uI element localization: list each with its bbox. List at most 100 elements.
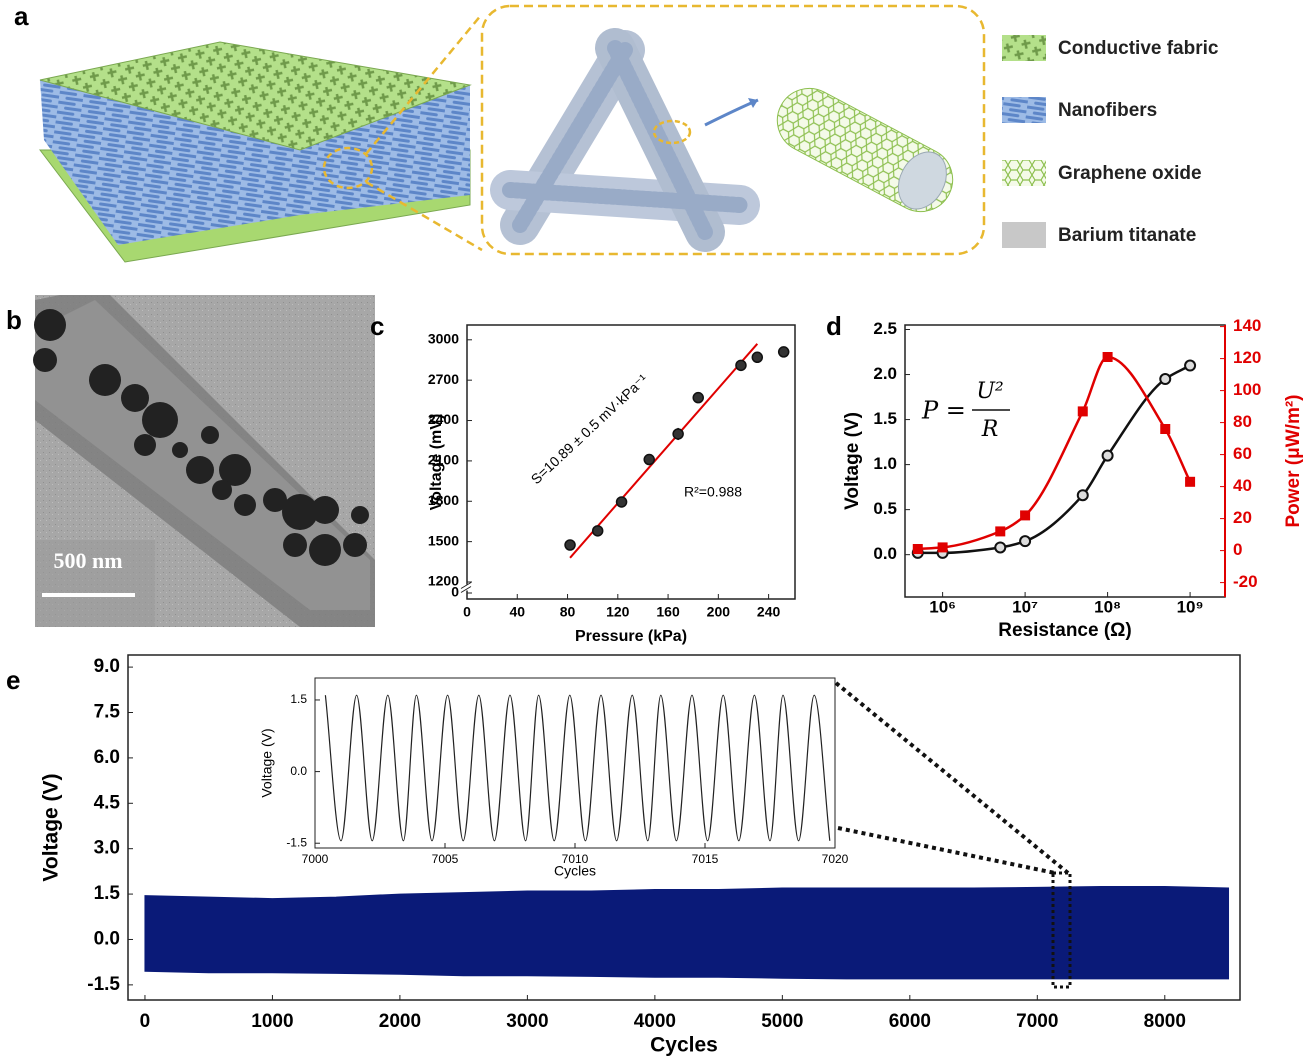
y-tick-label: 3000 [428,331,459,347]
marker [1020,510,1030,520]
data-point [644,455,654,465]
y-tick-label: 6.0 [94,747,120,768]
marker [1020,536,1030,546]
panel-label: b [6,305,22,335]
legend-label: Conductive fabric [1058,38,1219,59]
marker [1160,424,1170,434]
marker [1185,477,1195,487]
y2-tick-label: 60 [1233,444,1252,463]
annotation: R²=0.988 [684,484,742,500]
x-tick-label: 7005 [432,852,459,866]
data-point [779,347,789,357]
marker [995,526,1005,536]
y2-tick-label: -20 [1233,572,1258,591]
tem-image: 500 nm [33,295,375,627]
x-tick-label: 160 [656,604,680,620]
marker [1185,361,1195,371]
line [918,366,1190,553]
marker [1103,352,1113,362]
x-tick-label: 7015 [692,852,719,866]
y-tick-label: 0.5 [873,499,897,518]
x-tick-label: 1000 [251,1011,293,1032]
x-tick-label: 7000 [1016,1011,1058,1032]
formula: U² [976,379,1003,404]
data-point [593,526,603,536]
y-tick-label: 9.0 [94,656,120,677]
y2-tick-label: 120 [1233,348,1261,367]
data-point [673,429,683,439]
plot-frame [905,325,1225,597]
x-tick-label: 10⁷ [1012,597,1038,616]
y-tick-label: 2.5 [873,319,897,338]
y2-tick-label: 80 [1233,412,1252,431]
marker [1078,406,1088,416]
x-axis-label: Cycles [554,863,596,879]
zoom-illustration [482,6,984,254]
legend-label: Barium titanate [1058,225,1196,246]
formula: R [981,417,999,442]
legend-label: Nanofibers [1058,100,1157,121]
x-tick-label: 10⁶ [929,597,956,616]
marker [913,544,923,554]
signal-band [145,887,1229,979]
marker [938,542,948,552]
legend-swatch [1002,160,1046,186]
y-tick-label: 0.0 [94,928,120,949]
panel-label: c [370,311,384,341]
x-tick-label: 120 [606,604,630,620]
data-point [736,360,746,370]
y-tick-label: 1200 [428,573,459,589]
y-tick-label: 1500 [428,532,459,548]
y-axis-label: Voltage (V) [842,412,863,510]
x-tick-label: 10⁹ [1177,597,1204,616]
fabric-illustration [40,14,482,262]
legend-swatch [1002,35,1046,61]
data-point [617,497,627,507]
x-tick-label: 7000 [302,852,329,866]
y-tick-label: 3.0 [94,838,120,859]
y2-tick-label: 140 [1233,316,1261,335]
x-tick-label: 0 [140,1011,151,1032]
marker [1103,451,1113,461]
y2-axis-label: Power (μW/m²) [1283,394,1304,527]
y-tick-label: 1.5 [873,409,897,428]
y-axis-label: Voltage (V) [40,773,63,881]
y2-tick-label: 0 [1233,540,1242,559]
x-axis-label: Cycles [650,1034,718,1057]
x-tick-label: 40 [509,604,525,620]
legend-swatch [1002,97,1046,123]
x-tick-label: 6000 [889,1011,931,1032]
line [918,357,1190,549]
x-tick-label: 4000 [634,1011,676,1032]
scale-bar-label: 500 nm [53,548,122,573]
data-point [752,352,762,362]
formula: P = [921,397,966,425]
x-tick-label: 80 [560,604,576,620]
panel-label: e [6,665,20,695]
marker [995,542,1005,552]
y-tick-label: 1.5 [290,692,307,706]
marker [1160,374,1170,384]
y-tick-label: 2.0 [873,364,897,383]
x-tick-label: 0 [463,604,471,620]
y2-tick-label: 20 [1233,508,1252,527]
panel-label: d [826,311,842,341]
y-tick-label: 1.0 [873,454,897,473]
y-tick-label: 4.5 [94,792,121,813]
data-point [693,393,703,403]
y2-tick-label: 100 [1233,380,1261,399]
legend-swatch [1002,222,1046,248]
y-tick-label: 0.0 [290,764,307,778]
y-axis-label: Voltage (V) [259,728,275,797]
y-axis-label: Voltage (mV) [428,414,445,511]
marker [1078,490,1088,500]
annotation: S=10.89 ± 0.5 mV·kPa⁻¹ [528,371,651,487]
y-tick-label: -1.5 [286,835,307,849]
y-tick-label: 0.0 [873,544,897,563]
y-tick-label: 2700 [428,371,459,387]
data-point [565,540,575,550]
figure: a Conductive fabric Nanofibers Graphene … [0,0,1309,1060]
x-tick-label: 240 [757,604,781,620]
y-tick-label: -1.5 [87,974,120,995]
